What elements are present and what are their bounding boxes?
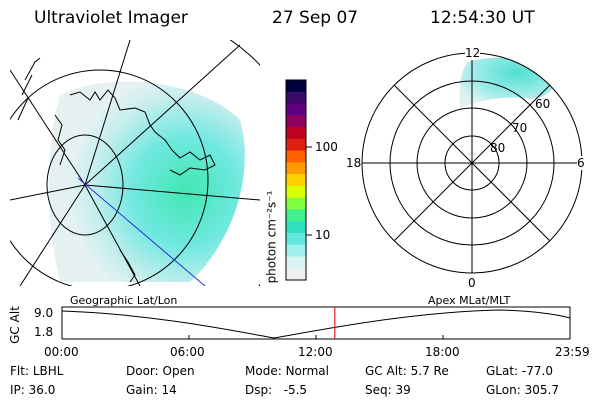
- sequence-status: Seq: 39: [365, 383, 411, 397]
- colorbar-segment: [286, 138, 306, 152]
- altitude-ytick-top: 9.0: [34, 306, 54, 320]
- colorbar-segment: [286, 244, 306, 257]
- colorbar-segment: [286, 232, 306, 246]
- altitude-track-plot: [61, 306, 571, 340]
- filter-status: Flt: LBHL: [10, 364, 64, 378]
- mlt-label-6: 6: [577, 156, 585, 170]
- colorbar-segment: [286, 268, 306, 281]
- colorbar-segment: [286, 197, 306, 210]
- colorbar-segment: [286, 174, 306, 187]
- colorbar-segment: [286, 185, 306, 199]
- mlat-label-60: 60: [535, 97, 551, 111]
- gain-status: Gain: 14: [126, 383, 177, 397]
- mlat-label-80: 80: [490, 141, 506, 155]
- colorbar-segment: [286, 127, 306, 140]
- colorbar-segment: [286, 209, 306, 222]
- time-tick-1800: 18:00: [425, 345, 460, 359]
- intensity-colorbar: [285, 79, 307, 281]
- colorbar-segment: [286, 162, 306, 175]
- mlat-label-70: 70: [512, 121, 528, 135]
- dsp-status: Dsp: -5.5: [245, 383, 308, 397]
- time-tick-1200: 12:00: [298, 345, 333, 359]
- colorbar-segment: [286, 256, 306, 269]
- colorbar-unit-label: photon cm⁻²s⁻¹: [264, 190, 279, 284]
- aurora-emission-region: [48, 81, 245, 283]
- instrument-title: Ultraviolet Imager: [34, 8, 188, 28]
- mode-status: Mode: Normal: [245, 364, 329, 378]
- altitude-curve: [61, 309, 571, 339]
- geographic-latitude-status: GLat: -77.0: [486, 364, 553, 378]
- gc-altitude-status: GC Alt: 5.7 Re: [365, 364, 449, 378]
- coastline: [54, 114, 66, 166]
- date-label: 27 Sep 07: [272, 8, 359, 28]
- colorbar-segment: [286, 221, 306, 234]
- colorbar-segment: [286, 150, 306, 163]
- time-tick-0000: 00:00: [44, 345, 79, 359]
- mlt-label-0: 0: [468, 276, 476, 290]
- time-tick-0600: 06:00: [170, 345, 205, 359]
- colorbar-segment: [286, 103, 306, 116]
- coastline: [69, 89, 216, 176]
- polar-plot-label: Apex MLat/MLT: [428, 294, 511, 307]
- time-tick-2359: 23:59: [555, 345, 590, 359]
- colorbar-tick-100: 100: [315, 140, 338, 154]
- colorbar-segment: [286, 80, 306, 93]
- time-label: 12:54:30 UT: [430, 8, 535, 28]
- mlt-label-18: 18: [346, 156, 362, 170]
- colorbar-tick-10: 10: [315, 228, 331, 242]
- mlt-label-12: 12: [465, 46, 481, 60]
- door-status: Door: Open: [126, 364, 195, 378]
- ip-status: IP: 36.0: [10, 383, 56, 397]
- colorbar-segment: [286, 91, 306, 105]
- terminator-line: [77, 177, 206, 286]
- altitude-axis-label: GC Alt: [7, 306, 22, 344]
- polar-mlat-mlt-plot: [361, 52, 583, 274]
- altitude-ytick-bottom: 1.8: [34, 325, 54, 339]
- colorbar-segment: [286, 115, 306, 128]
- geographic-map-label: Geographic Lat/Lon: [70, 294, 178, 307]
- geographic-longitude-status: GLon: 305.7: [486, 383, 559, 397]
- geographic-map: [10, 40, 260, 286]
